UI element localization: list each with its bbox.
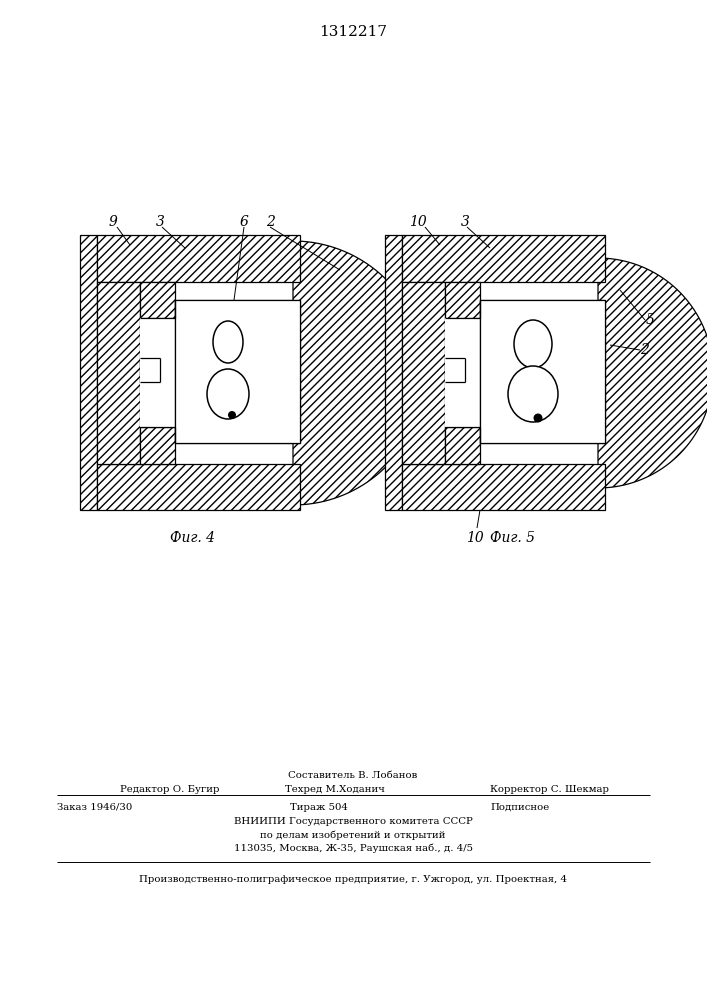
Polygon shape — [140, 318, 175, 427]
Polygon shape — [293, 241, 425, 505]
Ellipse shape — [213, 321, 243, 363]
Text: Тираж 504: Тираж 504 — [290, 802, 348, 812]
Text: Корректор С. Шекмар: Корректор С. Шекмар — [490, 784, 609, 794]
Polygon shape — [402, 235, 605, 282]
Text: Техред М.Ходанич: Техред М.Ходанич — [285, 784, 385, 794]
Polygon shape — [445, 282, 480, 318]
Polygon shape — [480, 300, 605, 443]
Text: Фиг. 4: Фиг. 4 — [170, 531, 216, 545]
Text: Редактор О. Бугир: Редактор О. Бугир — [120, 784, 219, 794]
Circle shape — [534, 414, 542, 422]
Text: 5: 5 — [645, 313, 655, 327]
Text: 113035, Москва, Ж-35, Раушская наб., д. 4/5: 113035, Москва, Ж-35, Раушская наб., д. … — [233, 843, 472, 853]
Polygon shape — [445, 318, 480, 427]
Text: 2: 2 — [641, 343, 650, 357]
Text: 9: 9 — [109, 215, 117, 229]
Polygon shape — [385, 235, 402, 510]
Ellipse shape — [514, 320, 552, 368]
Ellipse shape — [207, 369, 249, 419]
Polygon shape — [140, 282, 175, 318]
Text: 3: 3 — [460, 215, 469, 229]
Text: 10: 10 — [409, 215, 427, 229]
Text: 6: 6 — [240, 215, 248, 229]
Text: по делам изобретений и открытий: по делам изобретений и открытий — [260, 830, 445, 840]
Polygon shape — [140, 358, 160, 382]
Text: 3: 3 — [156, 215, 165, 229]
Polygon shape — [97, 464, 300, 510]
Polygon shape — [97, 282, 140, 464]
Text: Заказ 1946/30: Заказ 1946/30 — [57, 802, 132, 812]
Ellipse shape — [508, 366, 558, 422]
Polygon shape — [80, 235, 97, 510]
Polygon shape — [445, 358, 465, 382]
Text: 10: 10 — [466, 531, 484, 545]
Text: Подписное: Подписное — [490, 802, 549, 812]
Polygon shape — [175, 300, 300, 443]
Text: 1312217: 1312217 — [319, 25, 387, 39]
Polygon shape — [140, 427, 175, 464]
Polygon shape — [402, 464, 605, 510]
Text: Составитель В. Лобанов: Составитель В. Лобанов — [288, 772, 418, 780]
Polygon shape — [97, 235, 300, 282]
Circle shape — [228, 411, 236, 419]
Text: 2: 2 — [266, 215, 274, 229]
Polygon shape — [445, 427, 480, 464]
Polygon shape — [598, 258, 707, 488]
Polygon shape — [175, 300, 300, 443]
Polygon shape — [480, 300, 605, 443]
Polygon shape — [402, 282, 445, 464]
Text: ВНИИПИ Государственного комитета СССР: ВНИИПИ Государственного комитета СССР — [233, 818, 472, 826]
Text: Производственно-полиграфическое предприятие, г. Ужгород, ул. Проектная, 4: Производственно-полиграфическое предприя… — [139, 876, 567, 884]
Text: Фиг. 5: Фиг. 5 — [491, 531, 535, 545]
